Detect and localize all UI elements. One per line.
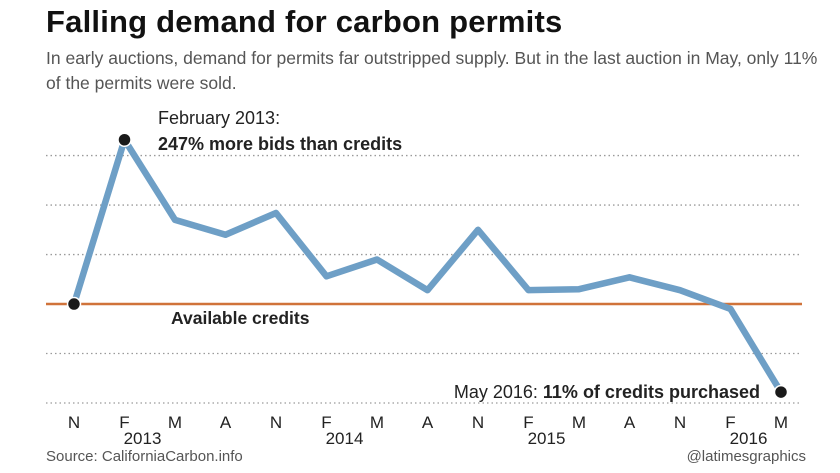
x-tick-label: F xyxy=(523,413,533,432)
x-axis: N F M A N F M A N F M A N F M 2013 2014 2015 2016 xyxy=(68,413,788,448)
annotation-last-bold: 11% of credits purchased xyxy=(543,382,760,402)
x-tick-label: F xyxy=(119,413,129,432)
highlight-marker xyxy=(773,384,789,400)
reference-line-label: Available credits xyxy=(171,308,310,328)
data-point xyxy=(727,305,734,312)
reference-line-group: Available credits xyxy=(46,302,802,328)
series-line-group xyxy=(70,136,785,396)
data-point xyxy=(222,231,229,238)
markers xyxy=(66,132,789,400)
x-tick-label: M xyxy=(774,413,788,432)
data-point xyxy=(626,274,633,281)
year-label: 2013 xyxy=(124,429,162,448)
annotation-peak-date: February 2013: xyxy=(158,108,280,128)
series-line xyxy=(70,136,785,396)
chart-subtitle: In early auctions, demand for permits fa… xyxy=(46,48,818,93)
highlight-marker xyxy=(117,132,132,148)
data-point xyxy=(273,209,279,216)
x-tick-label: M xyxy=(168,413,182,432)
data-point xyxy=(475,226,481,233)
data-point xyxy=(677,287,683,294)
year-label: 2015 xyxy=(528,429,566,448)
annotation-peak-text: 247% more bids than credits xyxy=(158,134,402,154)
data-point xyxy=(323,273,330,280)
x-tick-label: N xyxy=(674,413,686,432)
x-tick-label: M xyxy=(370,413,384,432)
data-point xyxy=(576,286,582,293)
annotation-last: May 2016: 11% of credits purchased xyxy=(454,382,760,402)
x-tick-label: A xyxy=(624,413,636,432)
x-tick-label: N xyxy=(270,413,282,432)
year-label: 2014 xyxy=(326,429,364,448)
x-tick-label: N xyxy=(68,413,80,432)
gridlines xyxy=(46,154,802,404)
credit-note: @latimesgraphics xyxy=(686,448,806,465)
data-point xyxy=(172,216,178,223)
data-point xyxy=(424,287,431,294)
year-label: 2016 xyxy=(730,429,768,448)
x-tick-label: N xyxy=(472,413,484,432)
x-tick-label: F xyxy=(725,413,735,432)
x-tick-label: F xyxy=(321,413,331,432)
x-tick-label: A xyxy=(220,413,232,432)
data-point xyxy=(374,256,380,263)
highlight-marker xyxy=(66,296,82,312)
x-tick-label: M xyxy=(572,413,586,432)
source-note: Source: CaliforniaCarbon.info xyxy=(46,448,243,465)
chart-title: Falling demand for carbon permits xyxy=(46,4,563,39)
annotations: February 2013: 247% more bids than credit… xyxy=(158,108,760,402)
annotation-last-prefix: May 2016: xyxy=(454,382,543,402)
data-point xyxy=(525,287,532,294)
x-tick-label: A xyxy=(422,413,434,432)
